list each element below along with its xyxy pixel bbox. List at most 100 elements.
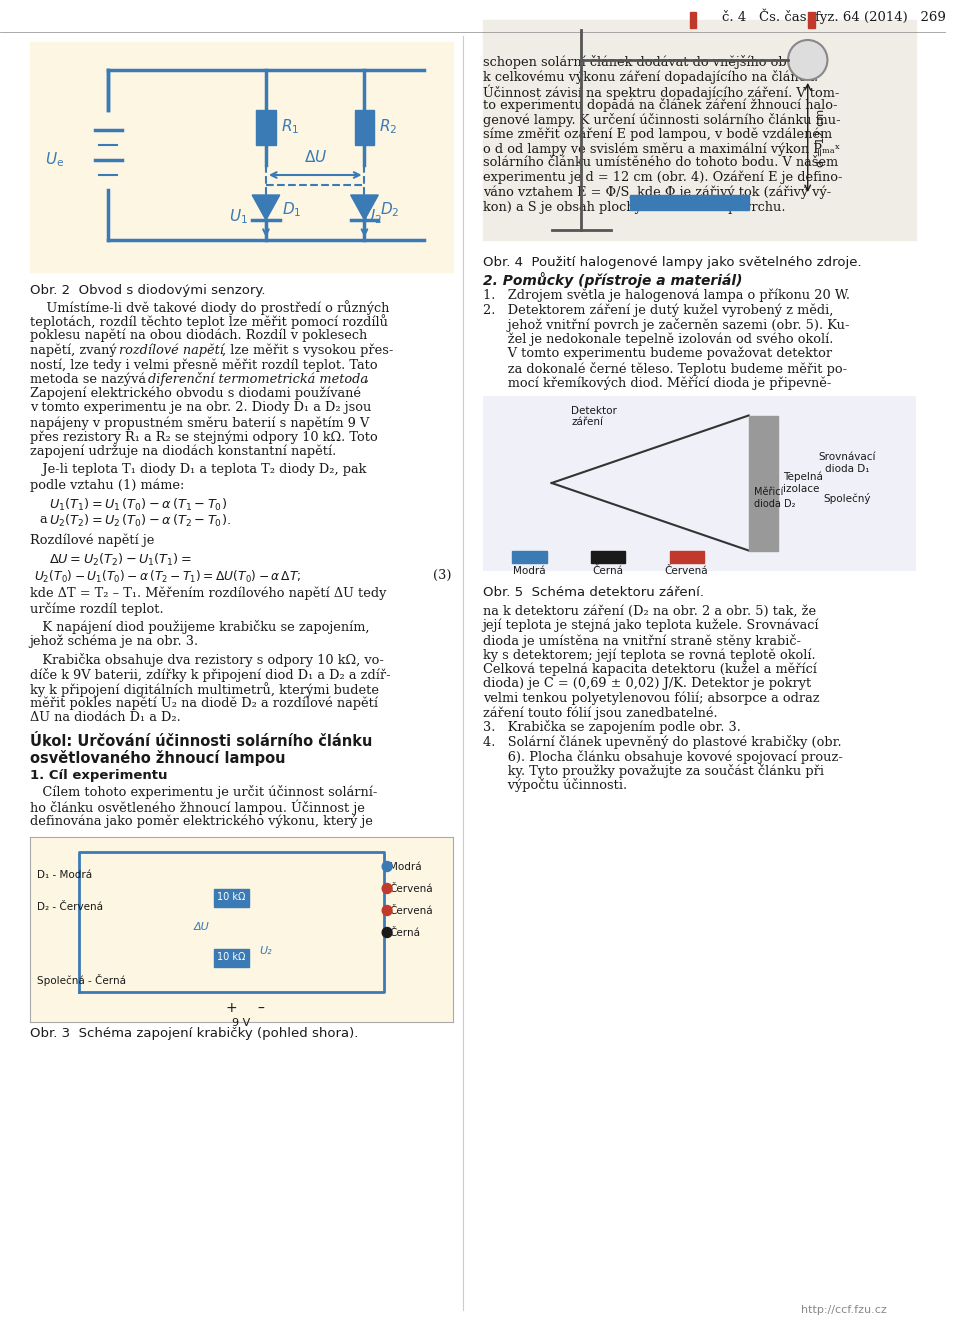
Text: metoda se nazývá: metoda se nazývá xyxy=(30,373,150,386)
Text: Obr. 4  Použití halogenové lampy jako světelného zdroje.: Obr. 4 Použití halogenové lampy jako svě… xyxy=(483,256,861,269)
Text: schopen solární článek dodávat do vnějšího obvodu,: schopen solární článek dodávat do vnější… xyxy=(483,55,822,69)
Text: 4.   Solární článek upevněný do plastové krabičky (obr.: 4. Solární článek upevněný do plastové k… xyxy=(483,734,841,749)
Text: její teplota je stejná jako teplota kužele. Srovnávací: její teplota je stejná jako teplota kuže… xyxy=(483,620,819,633)
Text: ky. Tyto proužky považujte za součást článku při: ky. Tyto proužky považujte za součást čl… xyxy=(483,764,824,778)
Text: určíme rozdíl teplot.: určíme rozdíl teplot. xyxy=(30,601,163,616)
Text: +: + xyxy=(226,1001,237,1016)
Text: Červená: Červená xyxy=(664,565,708,576)
Text: $U_2$: $U_2$ xyxy=(363,207,382,226)
Text: ho článku osvětleného žhnoucí lampou. Účinnost je: ho článku osvětleného žhnoucí lampou. Úč… xyxy=(30,799,365,815)
Bar xyxy=(483,395,916,571)
Text: díče k 9V baterii, zdířky k připojení diod D₁ a D₂ a zdíř-: díče k 9V baterii, zdířky k připojení di… xyxy=(30,667,390,682)
Text: podle vztahu (1) máme:: podle vztahu (1) máme: xyxy=(30,478,184,491)
Circle shape xyxy=(382,905,392,915)
Text: –: – xyxy=(257,1001,264,1016)
Text: experimentu je d = 12 cm (obr. 4). Ozáření E je defino-: experimentu je d = 12 cm (obr. 4). Ozáře… xyxy=(483,170,842,185)
Text: Tepelná
izolace: Tepelná izolace xyxy=(783,472,823,494)
Text: Rozdílové napětí je: Rozdílové napětí je xyxy=(30,534,154,547)
Text: Úkol: Určování účinnosti solárního článku: Úkol: Určování účinnosti solárního článk… xyxy=(30,733,372,749)
Text: Černá: Černá xyxy=(389,927,420,938)
Text: napětí, zvaný: napětí, zvaný xyxy=(30,343,120,357)
Text: za dokonalé černé těleso. Teplotu budeme měřit po-: za dokonalé černé těleso. Teplotu budeme… xyxy=(483,362,847,375)
Text: zapojení udržuje na diodách konstantní napětí.: zapojení udržuje na diodách konstantní n… xyxy=(30,445,336,458)
Text: D₂ - Červená: D₂ - Červená xyxy=(37,901,104,911)
Text: d = 12 cm: d = 12 cm xyxy=(816,108,826,166)
Text: kde ΔT = T₂ – T₁. Měřením rozdílového napětí ΔU tedy: kde ΔT = T₂ – T₁. Měřením rozdílového na… xyxy=(30,587,386,601)
Text: diferenční termometrická metoda: diferenční termometrická metoda xyxy=(148,373,368,387)
Text: výpočtu účinnosti.: výpočtu účinnosti. xyxy=(483,778,627,793)
Text: $R_1$: $R_1$ xyxy=(280,118,300,136)
Circle shape xyxy=(382,927,392,938)
Text: 2.   Detektorem záření je dutý kužel vyrobený z mědi,: 2. Detektorem záření je dutý kužel vyrob… xyxy=(483,304,833,317)
Text: $U_1$: $U_1$ xyxy=(229,207,249,226)
Text: ΔU na diodách D₁ a D₂.: ΔU na diodách D₁ a D₂. xyxy=(30,711,180,724)
Bar xyxy=(631,196,749,210)
Bar xyxy=(670,551,705,563)
Text: k celkovému výkonu záření dopadajícího na článek.: k celkovému výkonu záření dopadajícího n… xyxy=(483,70,818,83)
Text: $R_2$: $R_2$ xyxy=(379,118,397,136)
Text: Černá: Černá xyxy=(592,565,623,576)
Text: Je-li teplota T₁ diody D₁ a teplota T₂ diody D₂, pak: Je-li teplota T₁ diody D₁ a teplota T₂ d… xyxy=(30,464,366,477)
Text: jehož vnitřní povrch je začerněn sazemi (obr. 5). Ku-: jehož vnitřní povrch je začerněn sazemi … xyxy=(483,318,850,332)
Text: Účinnost závisí na spektru dopadajícího záření. V tom-: Účinnost závisí na spektru dopadajícího … xyxy=(483,85,839,99)
Text: v tomto experimentu je na obr. 2. Diody D₁ a D₂ jsou: v tomto experimentu je na obr. 2. Diody … xyxy=(30,402,371,415)
Text: přes rezistory R₁ a R₂ se stejnými odpory 10 kΩ. Toto: přes rezistory R₁ a R₂ se stejnými odpor… xyxy=(30,431,377,444)
Text: dioda) je C = (0,69 ± 0,02) J/K. Detektor je pokryt: dioda) je C = (0,69 ± 0,02) J/K. Detekto… xyxy=(483,676,811,690)
Text: ΔU: ΔU xyxy=(194,922,210,931)
Text: $D_1$: $D_1$ xyxy=(281,201,301,219)
Text: Společný: Společný xyxy=(824,493,871,503)
Bar xyxy=(749,416,779,551)
Circle shape xyxy=(382,861,392,872)
Text: $U_{\rm e}$: $U_{\rm e}$ xyxy=(45,151,64,169)
Text: $\Delta U = U_2(T_2) - U_1(T_1) =$: $\Delta U = U_2(T_2) - U_1(T_1) =$ xyxy=(49,552,192,568)
Bar xyxy=(256,110,276,145)
Text: (3): (3) xyxy=(433,568,451,581)
Text: Krabička obsahuje dva rezistory s odpory 10 kΩ, vo-: Krabička obsahuje dva rezistory s odpory… xyxy=(30,653,383,667)
Text: síme změřit ozáření E pod lampou, v bodě vzdáleném: síme změřit ozáření E pod lampou, v bodě… xyxy=(483,128,831,141)
Text: ky k připojení digitálních multimetrů, kterými budete: ky k připojení digitálních multimetrů, k… xyxy=(30,682,378,697)
Text: 2. Pomůcky (přístroje a materiál): 2. Pomůcky (přístroje a materiál) xyxy=(483,272,742,288)
Bar xyxy=(483,20,916,240)
Text: žel je nedokonale tepelně izolován od svého okolí.: žel je nedokonale tepelně izolován od sv… xyxy=(483,333,833,346)
Text: záření touto fólií jsou zanedbatelné.: záření touto fólií jsou zanedbatelné. xyxy=(483,705,717,720)
Text: Měřicí
dioda D₂: Měřicí dioda D₂ xyxy=(754,487,795,509)
Text: Zapojení elektrického obvodu s diodami používané: Zapojení elektrického obvodu s diodami p… xyxy=(30,387,361,400)
Bar xyxy=(214,889,250,906)
Text: genové lampy. K určení účinnosti solárního článku mu-: genové lampy. K určení účinnosti solární… xyxy=(483,114,840,127)
Text: měřit pokles napětí U₂ na diodě D₂ a rozdílové napětí: měřit pokles napětí U₂ na diodě D₂ a roz… xyxy=(30,696,377,709)
Bar xyxy=(354,110,374,145)
Bar xyxy=(807,12,815,28)
Text: Umístíme-li dvě takové diody do prostředí o různých: Umístíme-li dvě takové diody do prostřed… xyxy=(30,300,389,314)
Text: $U_1(T_1) = U_1\,(T_0) - \alpha\,(T_1 - T_0)$: $U_1(T_1) = U_1\,(T_0) - \alpha\,(T_1 - … xyxy=(49,497,228,513)
Text: 3.   Krabička se zapojením podle obr. 3.: 3. Krabička se zapojením podle obr. 3. xyxy=(483,720,740,734)
Bar xyxy=(513,551,546,563)
Bar xyxy=(30,42,453,272)
Bar xyxy=(30,836,453,1021)
Text: Obr. 5  Schéma detektoru záření.: Obr. 5 Schéma detektoru záření. xyxy=(483,587,704,600)
Text: Detektor
záření: Detektor záření xyxy=(571,406,617,427)
Text: 1.   Zdrojem světla je halogenová lampa o příkonu 20 W.: 1. Zdrojem světla je halogenová lampa o … xyxy=(483,289,850,303)
Text: $U_2(T_2) = U_2\,(T_0) - \alpha\,(T_2 - T_0).$: $U_2(T_2) = U_2\,(T_0) - \alpha\,(T_2 - … xyxy=(49,513,231,530)
Text: jehož schéma je na obr. 3.: jehož schéma je na obr. 3. xyxy=(30,634,199,649)
Text: na k detektoru záření (D₂ na obr. 2 a obr. 5) tak, že: na k detektoru záření (D₂ na obr. 2 a ob… xyxy=(483,605,816,617)
Text: K napájení diod použijeme krabičku se zapojením,: K napájení diod použijeme krabičku se za… xyxy=(30,620,369,634)
Text: Srovnávací
dioda D₁: Srovnávací dioda D₁ xyxy=(818,452,876,474)
Text: $D_2$: $D_2$ xyxy=(380,201,399,219)
Text: D₁ - Modrá: D₁ - Modrá xyxy=(37,869,92,880)
Circle shape xyxy=(382,884,392,893)
Text: ky s detektorem; její teplota se rovná teplotě okolí.: ky s detektorem; její teplota se rovná t… xyxy=(483,649,815,662)
Polygon shape xyxy=(350,196,378,221)
Text: Modrá: Modrá xyxy=(513,565,545,576)
Bar xyxy=(214,948,250,967)
Text: http://ccf.fzu.cz: http://ccf.fzu.cz xyxy=(801,1305,886,1314)
Text: Společná - Černá: Společná - Černá xyxy=(37,975,127,987)
Text: teplotách, rozdíl těchto teplot lze měřit pomocí rozdílů: teplotách, rozdíl těchto teplot lze měři… xyxy=(30,314,388,329)
Text: U₂: U₂ xyxy=(259,947,272,956)
Text: o d od lampy ve svislém směru a maximální výkon Pₘₐˣ: o d od lampy ve svislém směru a maximáln… xyxy=(483,141,840,156)
Text: 9 V: 9 V xyxy=(232,1018,251,1029)
Text: osvětlovaného žhnoucí lampou: osvětlovaného žhnoucí lampou xyxy=(30,750,285,766)
Text: Červená: Červená xyxy=(389,905,433,915)
Text: váno vztahem E = Φ/S, kde Φ je zářivý tok (zářivý vý-: váno vztahem E = Φ/S, kde Φ je zářivý to… xyxy=(483,185,831,199)
Text: 10 kΩ: 10 kΩ xyxy=(217,892,246,901)
Text: rozdílové napětí: rozdílové napětí xyxy=(119,343,224,357)
